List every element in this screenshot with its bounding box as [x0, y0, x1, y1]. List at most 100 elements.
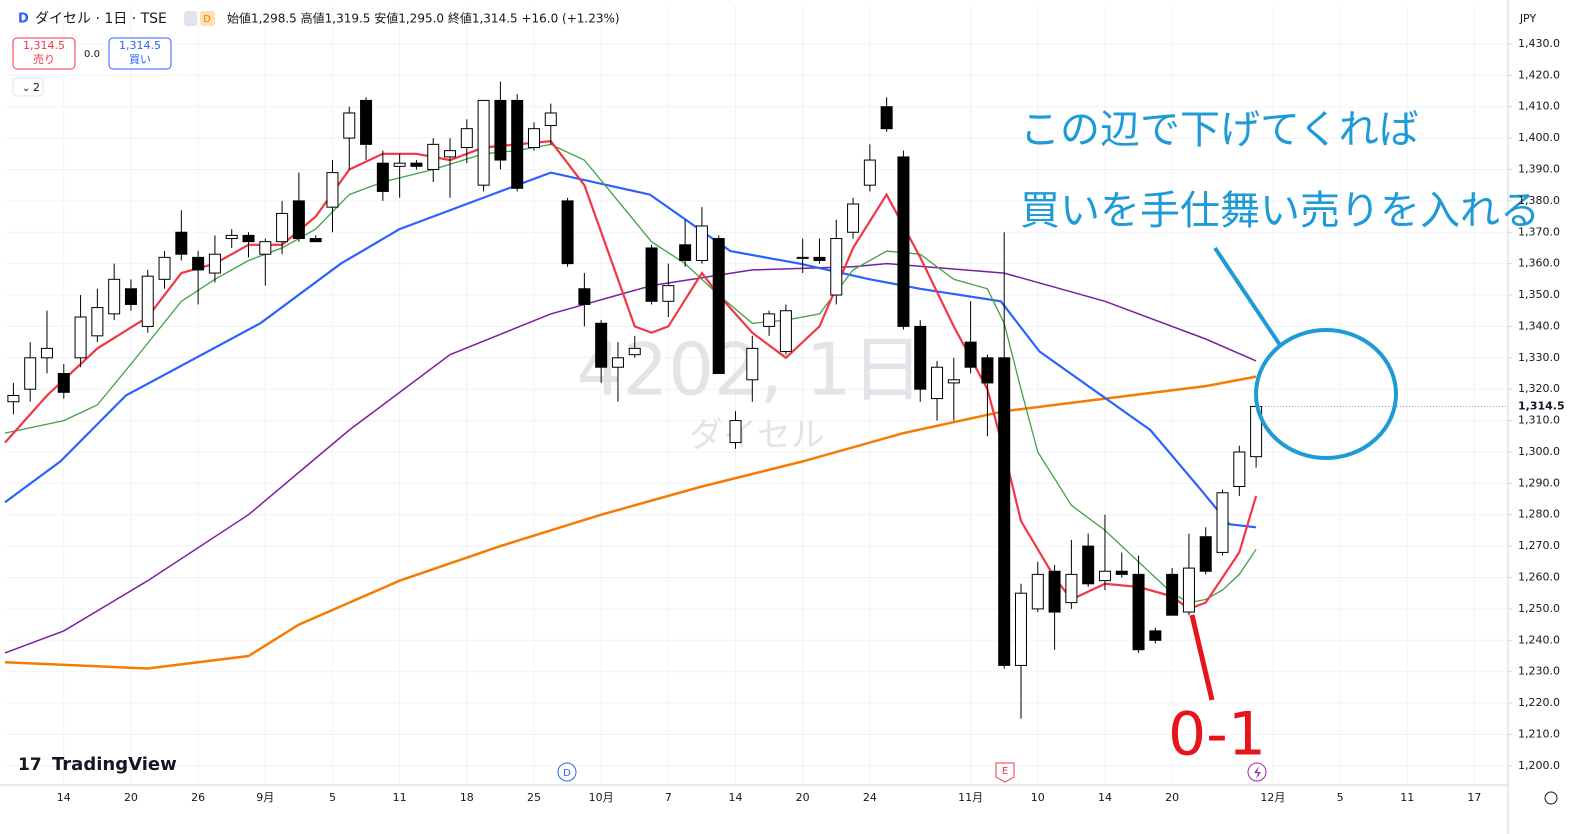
- annotation-line: [1189, 614, 1215, 701]
- candle-body: [292, 200, 305, 240]
- indicator-toggle[interactable]: [12, 77, 44, 97]
- candle-body: [410, 162, 423, 167]
- x-tick-label: 12月: [1260, 791, 1285, 804]
- candle-body: [578, 288, 591, 305]
- y-tick-label: 1,270.0: [1518, 539, 1560, 552]
- candle-body: [259, 241, 272, 255]
- currency[interactable]: JPY: [1519, 12, 1537, 25]
- symbol[interactable]: ダイセル · 1日 · TSE: [35, 11, 167, 27]
- y-tick-label: 1,210.0: [1518, 727, 1560, 740]
- x-tick-label: 10月: [589, 791, 614, 804]
- candle-body: [141, 275, 154, 327]
- candle-body: [880, 106, 893, 130]
- x-tick-label: 14: [1098, 791, 1112, 804]
- candle-body: [192, 256, 205, 271]
- plot: [4, 81, 1508, 719]
- logo-mark: 17: [18, 755, 42, 775]
- candle-body: [1166, 573, 1179, 616]
- y-tick-label: 1,260.0: [1518, 571, 1560, 584]
- y-tick-label: 1,280.0: [1518, 508, 1560, 521]
- y-tick-label: 1,200.0: [1518, 759, 1560, 772]
- annotation: この辺で下げてくれば: [1020, 107, 1419, 153]
- buy-label[interactable]: 買い: [129, 53, 151, 66]
- y-tick-label: 1,360.0: [1518, 257, 1560, 270]
- y-tick-label: 1,220.0: [1518, 696, 1560, 709]
- candle-body: [947, 379, 960, 384]
- candle-body: [511, 99, 524, 189]
- candle-body: [1014, 592, 1027, 666]
- candle-body: [931, 366, 944, 400]
- candle-body: [242, 234, 255, 243]
- chevron[interactable]: ⌄: [22, 83, 30, 94]
- earnings-label[interactable]: E: [1002, 766, 1008, 777]
- x-tick-label: 26: [191, 791, 205, 804]
- candle-body: [847, 203, 860, 233]
- y-tick-label: 1,230.0: [1518, 665, 1560, 678]
- buy-price[interactable]: 1,314.5: [119, 39, 161, 52]
- x-tick-label: 10: [1031, 791, 1045, 804]
- candle-body: [897, 156, 910, 327]
- y-tick-label: 1,420.0: [1518, 68, 1560, 81]
- settings-icon[interactable]: [1544, 791, 1558, 805]
- candle-body: [662, 285, 675, 302]
- x-tick-label: 20: [1165, 791, 1179, 804]
- candle-body: [679, 244, 692, 262]
- y-tick-label: 1,310.0: [1518, 414, 1560, 427]
- candle-body: [208, 253, 221, 274]
- candle-body: [527, 128, 540, 149]
- candle-body: [124, 288, 137, 305]
- candle-body: [57, 372, 70, 393]
- x-tick-label: 7: [665, 791, 672, 804]
- candle-body: [1216, 492, 1229, 553]
- sell-button[interactable]: [12, 37, 76, 70]
- candle-body: [628, 347, 641, 356]
- candle-body: [746, 347, 759, 381]
- candle-body: [24, 357, 37, 390]
- logo: TradingView: [52, 754, 177, 775]
- y-tick-label: 1,430.0: [1518, 37, 1560, 50]
- candle-body: [1149, 630, 1162, 641]
- buy-button[interactable]: [108, 37, 172, 70]
- logo-icon: D: [18, 12, 29, 27]
- annotation: 0-1: [1168, 700, 1266, 770]
- dividend-marker[interactable]: [557, 762, 577, 782]
- x-tick-label: 14: [729, 791, 743, 804]
- candle-body: [393, 162, 406, 167]
- candle-body: [544, 112, 557, 127]
- y-tick-label: 1,240.0: [1518, 633, 1560, 646]
- y-tick-label: 1,370.0: [1518, 225, 1560, 238]
- candle-body: [611, 357, 624, 368]
- candle-body: [779, 310, 792, 353]
- candle-body: [914, 325, 927, 390]
- y-tick-label: 1,330.0: [1518, 351, 1560, 364]
- candle-body: [830, 238, 843, 296]
- annotation-circle: [1254, 328, 1398, 460]
- indicator-count[interactable]: 2: [33, 81, 40, 94]
- candle-body: [376, 162, 389, 192]
- x-tick-label: 20: [796, 791, 810, 804]
- moving-average: [4, 375, 1257, 670]
- grid: [5, 5, 1508, 785]
- dividend-label[interactable]: D: [563, 768, 571, 779]
- candle-body: [1199, 536, 1212, 572]
- candle-body: [175, 231, 188, 255]
- earnings-marker[interactable]: [995, 762, 1015, 783]
- y-tick-label: 1,290.0: [1518, 476, 1560, 489]
- candle-body: [326, 172, 339, 208]
- candle-body: [477, 99, 490, 186]
- sell-label[interactable]: 売り: [33, 53, 55, 66]
- last-price-box: [1509, 398, 1564, 415]
- candle-body: [1132, 573, 1145, 651]
- candle-body: [763, 313, 776, 327]
- y-tick-label: 1,250.0: [1518, 602, 1560, 615]
- x-tick-label: 5: [329, 791, 336, 804]
- candle-body: [645, 247, 658, 302]
- candle-body: [863, 159, 876, 186]
- status-icon: [200, 11, 215, 26]
- status-icon: [184, 11, 197, 26]
- candle-body: [360, 99, 373, 145]
- sell-price[interactable]: 1,314.5: [23, 39, 65, 52]
- candle-body: [1182, 567, 1195, 613]
- x-tick-label: 11月: [958, 791, 983, 804]
